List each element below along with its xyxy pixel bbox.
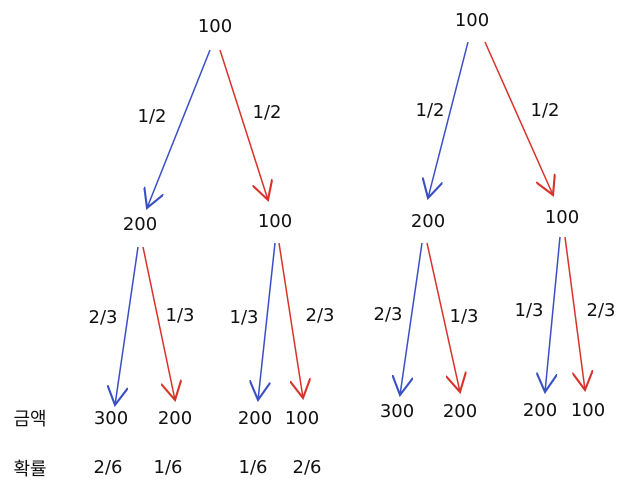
leaf: 100: [571, 400, 605, 421]
edge-label: 1/2: [531, 100, 560, 121]
leaf: 200: [158, 408, 192, 429]
edge-label: 2/3: [374, 304, 403, 325]
probability: 1/6: [154, 457, 183, 478]
arrow: [564, 236, 585, 390]
arrow: [142, 246, 175, 400]
arrow: [219, 49, 268, 200]
arrow: [147, 49, 211, 208]
edge-label: 1/3: [166, 305, 195, 326]
edge-label: 1/3: [515, 300, 544, 321]
leaf: 200: [238, 408, 272, 429]
probability: 1/6: [239, 457, 268, 478]
edge-label: 1/3: [230, 307, 259, 328]
leaf: 300: [94, 408, 128, 429]
row-label: 금액: [13, 409, 46, 430]
arrow: [545, 236, 561, 392]
probability: 2/6: [293, 457, 322, 478]
edge-label: 1/2: [138, 106, 167, 127]
arrow: [484, 41, 553, 195]
leaf: 300: [380, 401, 414, 422]
arrow: [115, 246, 139, 405]
node: 100: [258, 211, 292, 232]
arrow: [426, 242, 460, 392]
leaf: 100: [285, 408, 319, 429]
leaf: 200: [443, 401, 477, 422]
node: 100: [545, 207, 579, 228]
edge-label: 2/3: [587, 300, 616, 321]
arrow: [258, 242, 276, 400]
node: 200: [411, 211, 445, 232]
root: 100: [198, 16, 232, 37]
node: 200: [123, 214, 157, 235]
row-label: 확률: [13, 459, 46, 480]
arrows: [115, 41, 585, 405]
edge-label: 1/2: [253, 102, 282, 123]
probability: 2/6: [94, 457, 123, 478]
root: 100: [455, 10, 489, 31]
arrow: [428, 41, 469, 198]
edge-label: 2/3: [89, 307, 118, 328]
arrow: [400, 242, 423, 395]
edge-label: 1/3: [450, 306, 479, 327]
edge-label: 1/2: [416, 100, 445, 121]
edge-label: 2/3: [306, 305, 335, 326]
arrow: [278, 242, 303, 398]
leaf: 200: [523, 400, 557, 421]
